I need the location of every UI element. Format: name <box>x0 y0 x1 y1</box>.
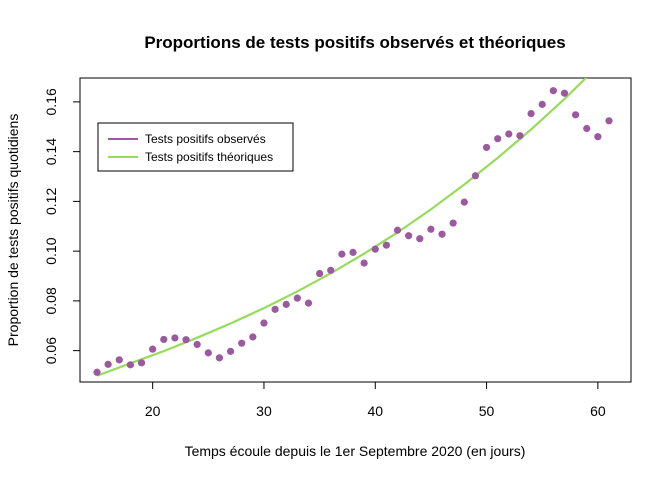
observed-point <box>572 111 580 119</box>
observed-point <box>171 334 179 342</box>
observed-point <box>393 226 402 234</box>
observed-point <box>449 219 457 227</box>
x-tick-label: 30 <box>256 403 272 419</box>
observed-point <box>416 235 424 243</box>
observed-point <box>238 339 246 347</box>
observed-point <box>471 172 480 180</box>
observed-point <box>594 133 602 141</box>
observed-point <box>282 300 290 308</box>
x-tick-label: 40 <box>367 403 383 419</box>
y-axis: 0.06 0.08 0.10 0.12 0.14 0.16 <box>43 88 81 364</box>
observed-point <box>104 360 112 368</box>
series-layer <box>93 78 613 377</box>
legend: Tests positifs observés Tests positifs t… <box>97 122 294 172</box>
observed-point <box>360 259 368 267</box>
observed-point <box>405 232 413 240</box>
observed-point <box>538 100 546 108</box>
observed-point <box>605 117 613 125</box>
observed-point <box>182 336 190 344</box>
observed-point <box>304 299 313 307</box>
theoretical-line <box>96 78 588 377</box>
observed-point <box>349 248 357 256</box>
observed-point <box>215 354 224 362</box>
x-axis: 20 30 40 50 60 <box>145 381 606 419</box>
x-tick-label: 50 <box>479 403 495 419</box>
legend-label-observed: Tests positifs observés <box>145 132 266 146</box>
observed-point <box>115 356 123 364</box>
observed-point <box>327 266 335 274</box>
observed-point <box>560 89 569 97</box>
observed-point <box>338 250 346 258</box>
observed-point <box>193 340 201 349</box>
observed-point <box>427 225 435 233</box>
observed-point <box>494 135 502 143</box>
observed-point <box>505 130 513 138</box>
y-tick-label: 0.16 <box>43 88 59 115</box>
observed-point <box>549 87 557 95</box>
legend-label-theoretical: Tests positifs théoriques <box>145 150 273 164</box>
x-tick-label: 20 <box>145 403 161 419</box>
observed-point <box>249 333 257 341</box>
x-axis-label: Temps écoule depuis le 1er Septembre 202… <box>185 443 526 459</box>
y-tick-label: 0.12 <box>43 188 59 215</box>
observed-point <box>460 198 468 206</box>
y-tick-label: 0.06 <box>43 337 59 364</box>
y-tick-label: 0.10 <box>43 237 59 264</box>
observed-point <box>204 349 212 357</box>
observed-point <box>438 230 446 238</box>
chart-title: Proportions de tests positifs observés e… <box>144 33 565 52</box>
x-tick-label: 60 <box>590 403 606 419</box>
observed-point <box>516 132 524 140</box>
observed-point <box>382 241 390 249</box>
observed-point <box>271 305 279 313</box>
y-axis-label: Proportion de tests positifs quotidiens <box>5 114 21 347</box>
y-tick-label: 0.14 <box>43 138 59 165</box>
observed-point <box>126 361 134 369</box>
observed-point <box>93 368 101 376</box>
observed-point <box>226 347 235 355</box>
observed-point <box>527 109 535 118</box>
observed-point <box>482 143 491 152</box>
observed-point <box>260 319 268 327</box>
observed-point <box>316 269 324 278</box>
observed-point <box>137 359 146 367</box>
observed-point <box>149 345 157 353</box>
observed-point <box>583 124 591 133</box>
observed-point <box>160 335 168 344</box>
legend-box <box>97 122 294 172</box>
observed-point <box>371 245 379 253</box>
y-tick-label: 0.08 <box>43 287 59 314</box>
observed-point <box>293 294 301 302</box>
